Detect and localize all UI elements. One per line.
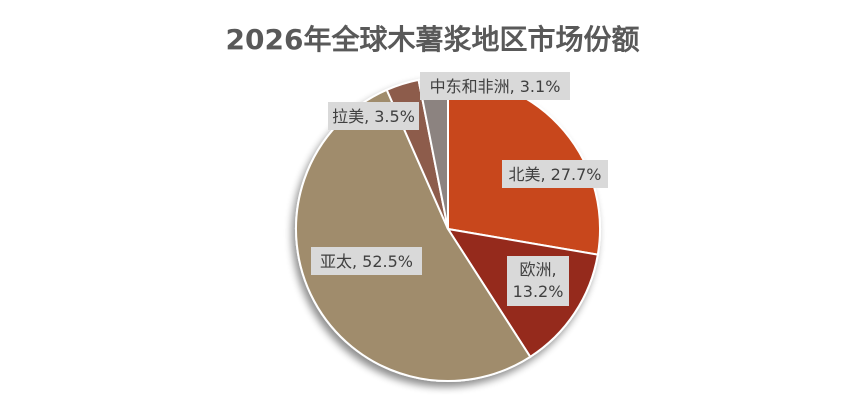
data-label-3: 亚太, 52.5% [311, 247, 422, 275]
data-label-text: 北美, 27.7% [508, 165, 601, 184]
data-label-text: 中东和非洲, 3.1% [430, 77, 561, 96]
pie-slice-3 [295, 88, 532, 382]
data-label-text: 13.2% [513, 282, 564, 301]
data-label-4: 拉美, 3.5% [328, 102, 419, 130]
data-label-1: 北美, 27.7% [502, 160, 608, 188]
chart-title: 2026年全球木薯浆地区市场份额 [225, 23, 640, 56]
data-label-2: 欧洲, 13.2% [507, 256, 569, 306]
data-label-text: 拉美, 3.5% [332, 107, 415, 126]
data-label-5: 中东和非洲, 3.1% [420, 72, 570, 100]
data-label-text: 欧洲, [519, 260, 556, 279]
data-label-text: 亚太, 52.5% [320, 252, 413, 271]
